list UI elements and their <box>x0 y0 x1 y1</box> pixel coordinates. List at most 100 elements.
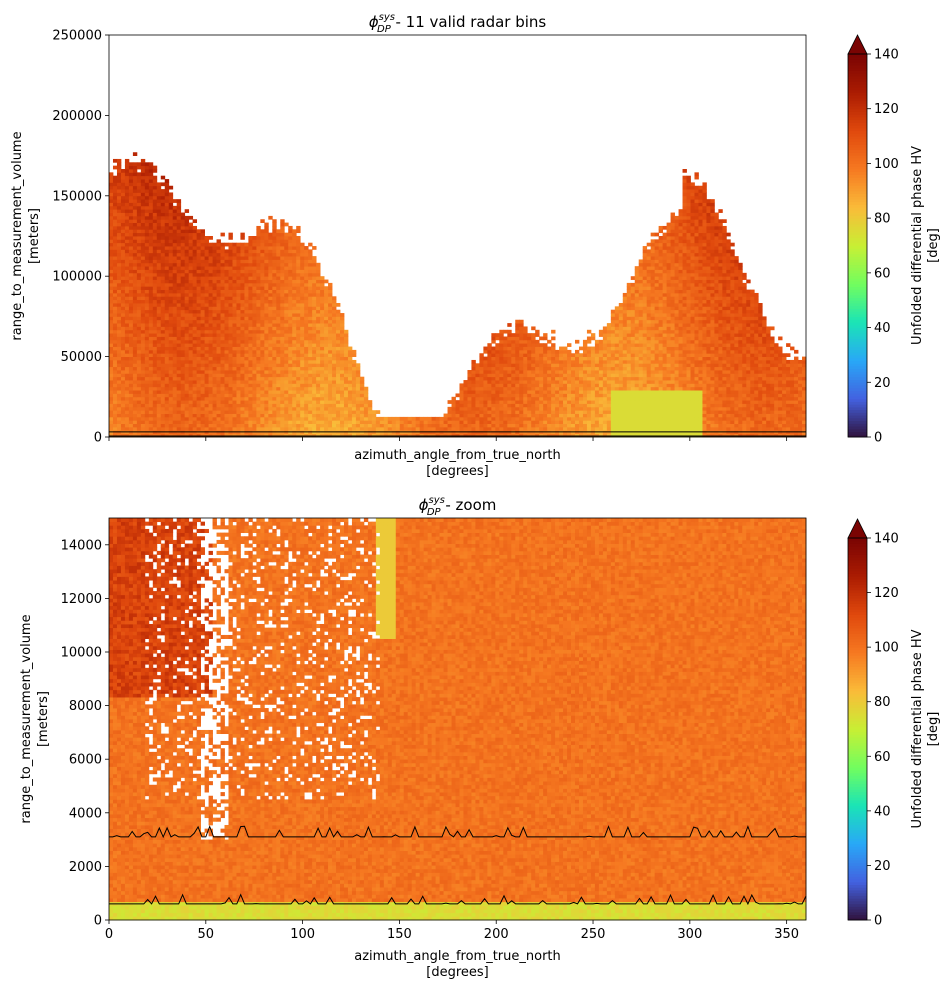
colorbar-swatch <box>848 305 867 309</box>
colorbar-swatch <box>848 190 867 195</box>
x-tick-label: 200 <box>484 927 509 942</box>
colorbar-label: Unfolded differential phase HV <box>910 629 925 828</box>
colorbar-swatch <box>848 330 867 334</box>
colorbar-tick-label: 40 <box>874 804 891 819</box>
colorbar-swatch <box>848 827 867 831</box>
colorbar-swatch <box>848 696 867 700</box>
colorbar-swatch <box>848 193 867 197</box>
colorbar-swatch <box>848 352 867 356</box>
colorbar-swatch <box>848 625 867 629</box>
x-axis-unit: [degrees] <box>426 464 488 479</box>
colorbar-swatch <box>848 160 867 164</box>
colorbar-swatch <box>848 835 867 839</box>
colorbar-swatch <box>848 715 867 719</box>
colorbar-swatch <box>848 163 867 167</box>
colorbar-swatch <box>848 548 867 553</box>
colorbar-swatch <box>848 174 867 178</box>
colorbar-swatch <box>848 114 867 118</box>
colorbar-swatch <box>848 125 867 129</box>
colorbar-swatch <box>848 606 867 610</box>
colorbar-swatch <box>848 641 867 645</box>
colorbar-swatch <box>848 600 867 604</box>
colorbar-swatch <box>848 300 867 304</box>
y-tick-label: 200000 <box>52 109 102 124</box>
colorbar-swatch <box>848 723 867 727</box>
colorbar-swatch <box>848 889 867 894</box>
colorbar-swatch <box>848 111 867 115</box>
colorbar-swatch <box>848 538 867 542</box>
colorbar-swatch <box>848 119 867 123</box>
colorbar-swatch <box>848 636 867 640</box>
colorbar-swatch <box>848 281 867 285</box>
colorbar-tick-label: 20 <box>874 859 891 874</box>
colorbar-swatch <box>848 658 867 662</box>
colorbar-swatch <box>848 171 867 175</box>
colorbar-swatch <box>848 81 867 85</box>
y-tick-label: 250000 <box>52 29 102 44</box>
colorbar-swatch <box>848 851 867 856</box>
colorbar-swatch <box>848 584 867 588</box>
colorbar-swatch <box>848 308 867 312</box>
colorbar-swatch <box>848 196 867 200</box>
colorbar-swatch <box>848 570 867 574</box>
colorbar-swatch <box>848 824 867 828</box>
y-tick-label: 50000 <box>61 350 102 365</box>
colorbar-swatch <box>848 250 867 255</box>
colorbar-swatch <box>848 862 867 866</box>
colorbar-swatch <box>848 354 867 359</box>
colorbar-swatch <box>848 297 867 301</box>
colorbar-swatch <box>848 633 867 637</box>
colorbar-swatch <box>848 357 867 361</box>
x-tick-label: 0 <box>105 927 113 942</box>
colorbar-swatch <box>848 198 867 203</box>
colorbar-swatch <box>848 319 867 323</box>
colorbar-swatch <box>848 177 867 181</box>
colorbar-swatch <box>848 122 867 126</box>
colorbar-swatch <box>848 802 867 806</box>
colorbar-swatch <box>848 322 867 326</box>
y-axis-label: range_to_measurement_volume <box>10 131 25 340</box>
colorbar-swatch <box>848 813 867 817</box>
colorbar-swatch <box>848 346 867 350</box>
colorbar-swatch <box>848 900 867 905</box>
colorbar-swatch <box>848 283 867 288</box>
colorbar: 0 20 40 60 80 100 120 140 Unfolded differential … <box>847 518 941 929</box>
colorbar-swatch <box>848 182 867 186</box>
colorbar-unit: [deg] <box>926 228 941 263</box>
colorbar-swatch <box>848 829 867 834</box>
colorbar-swatch <box>848 240 867 244</box>
colorbar-swatch <box>848 379 867 383</box>
colorbar-swatch <box>848 663 867 667</box>
colorbar-swatch <box>848 808 867 812</box>
colorbar-swatch <box>848 395 867 400</box>
colorbar-swatch <box>848 557 867 561</box>
colorbar-swatch <box>848 62 867 66</box>
colorbar-swatch <box>848 819 867 823</box>
x-tick-label: 100 <box>290 927 315 942</box>
colorbar-swatch <box>848 786 867 790</box>
y-tick-label: 14000 <box>61 538 102 553</box>
chart-panel-2: 0 50 100 150 200 250 300 3500200040006000800010… <box>19 495 941 980</box>
colorbar-swatch <box>848 759 867 763</box>
colorbar-swatch <box>848 734 867 738</box>
colorbar-swatch <box>848 204 867 208</box>
colorbar-swatch <box>848 108 867 112</box>
colorbar-swatch <box>848 313 867 318</box>
colorbar-swatch <box>848 390 867 394</box>
colorbar-swatch <box>848 133 867 137</box>
colorbar-tick-label: 120 <box>874 586 899 601</box>
colorbar-tick-label: 0 <box>874 431 882 446</box>
colorbar-swatch <box>848 404 867 408</box>
colorbar-swatch <box>848 540 867 544</box>
colorbar-swatch <box>848 832 867 836</box>
x-tick-label: 50 <box>198 927 215 942</box>
colorbar-swatch <box>848 371 867 375</box>
colorbar-tick-label: 40 <box>874 321 891 336</box>
colorbar: 0 20 40 60 80 100 120 140 Unfolded differential … <box>847 34 941 446</box>
colorbar-swatch <box>848 581 867 585</box>
colorbar-swatch <box>848 780 867 785</box>
colorbar-swatch <box>848 286 867 290</box>
colorbar-swatch <box>848 898 867 902</box>
colorbar-swatch <box>848 726 867 730</box>
colorbar-swatch <box>848 666 867 670</box>
